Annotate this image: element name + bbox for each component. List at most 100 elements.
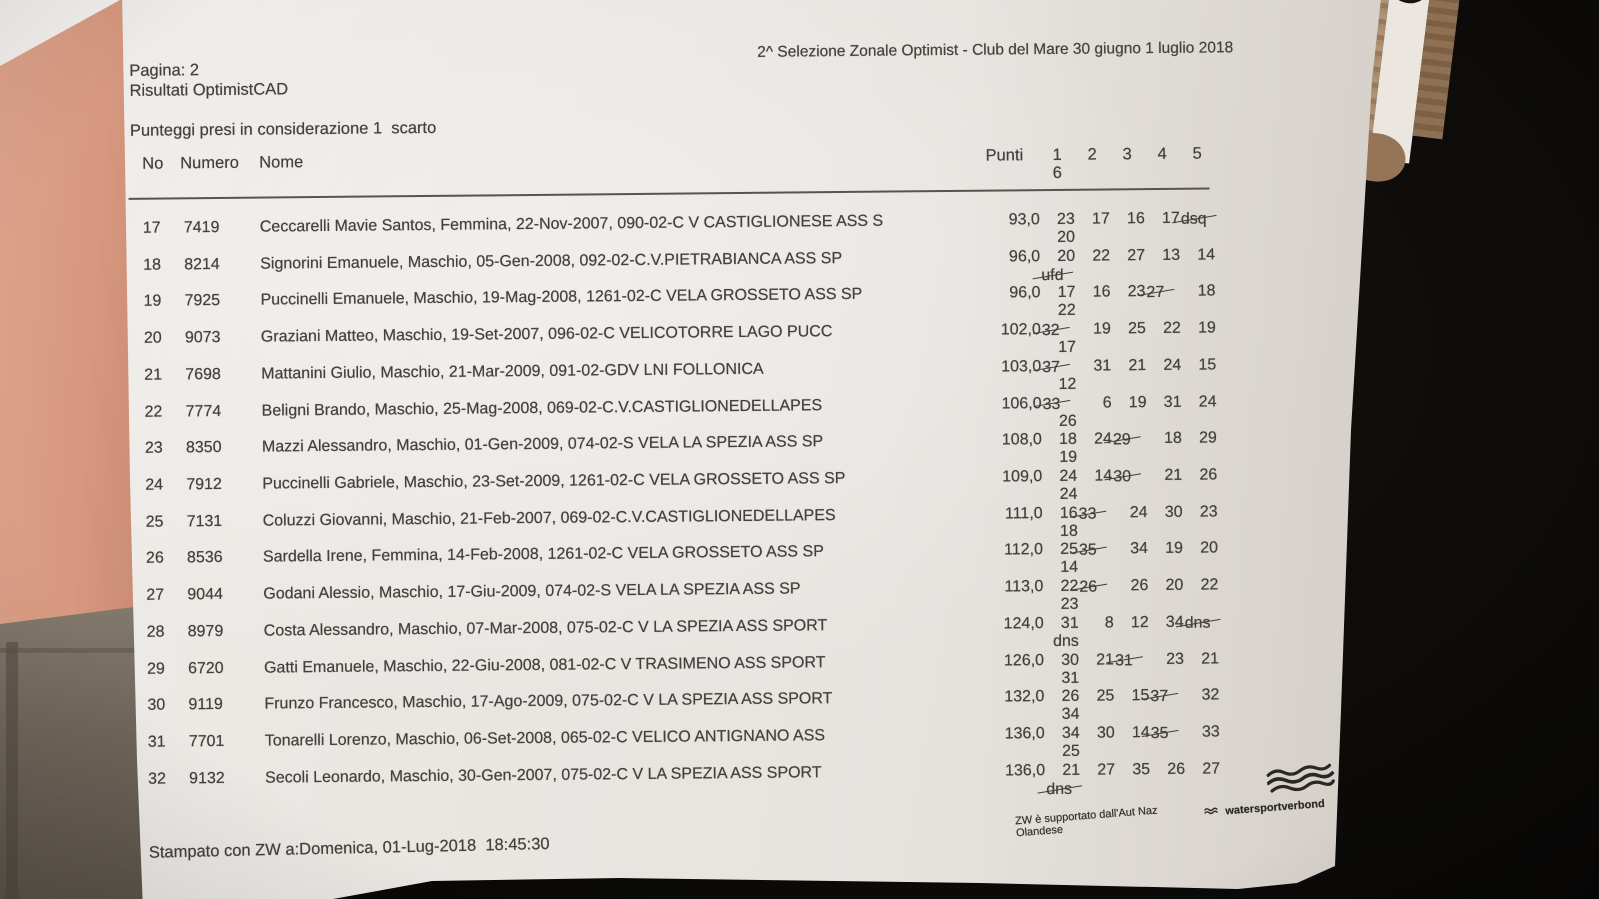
race-score: 21 — [1096, 651, 1115, 669]
race-score: 16 — [1059, 504, 1078, 522]
sail-number: 6720 — [187, 659, 224, 677]
row-number: 17 — [142, 219, 161, 237]
sailor-name: Sardella Irene, Femmina, 14-Feb-2008, 12… — [262, 543, 824, 567]
sailor-name: Mattanini Giulio, Maschio, 21-Mar-2009, … — [261, 360, 764, 383]
sailor-name: Costa Alessandro, Maschio, 07-Mar-2008, … — [263, 617, 828, 640]
row-number: 27 — [146, 586, 165, 604]
race-score: 18 — [1164, 430, 1182, 448]
col-header-no: No — [142, 154, 164, 173]
sailor-name: Secoli Leonardo, Maschio, 30-Gen-2007, 0… — [265, 764, 822, 787]
race-score: 35 — [1078, 542, 1097, 560]
row-number: 19 — [143, 292, 162, 311]
race-score: 12 — [1130, 613, 1149, 632]
race-score: 31 — [1163, 393, 1182, 411]
race-score: 6 — [1102, 394, 1112, 412]
race-6-score: 17 — [1058, 338, 1077, 357]
race-score: 21 — [1128, 356, 1147, 375]
col-header-race-5: 5 — [1192, 144, 1202, 163]
race-score: 35 — [1132, 760, 1151, 779]
race-6-score: 12 — [1058, 375, 1077, 393]
points-total: 106,0 — [1001, 394, 1042, 413]
race-score: dns — [1184, 614, 1211, 632]
race-score: 23 — [1199, 503, 1218, 521]
sail-number: 7925 — [184, 292, 221, 310]
col-header-race-3: 3 — [1122, 145, 1132, 164]
race-score: 8 — [1104, 614, 1114, 632]
race-score: 25 — [1060, 541, 1079, 559]
race-score: 20 — [1165, 576, 1184, 595]
waves-icon — [1265, 761, 1337, 804]
col-header-punti: Punti — [985, 146, 1024, 165]
col-header-numero: Numero — [180, 153, 239, 173]
race-score: 26 — [1199, 466, 1218, 484]
race-score: 22 — [1092, 247, 1111, 265]
points-total: 103,0 — [1001, 357, 1042, 376]
race-6-score: 25 — [1062, 742, 1080, 760]
row-number: 26 — [145, 550, 164, 568]
race-score: 33 — [1078, 505, 1097, 523]
race-score: 20 — [1200, 539, 1219, 558]
race-score: 13 — [1162, 246, 1181, 264]
sailor-name: Mazzi Alessandro, Maschio, 01-Gen-2009, … — [261, 433, 824, 456]
points-total: 136,0 — [1004, 761, 1046, 780]
race-score: 33 — [1042, 395, 1061, 413]
race-score: 15 — [1198, 356, 1217, 374]
race-score: 18 — [1059, 431, 1077, 449]
sailor-name: Godani Alessio, Maschio, 17-Giu-2009, 07… — [263, 580, 801, 603]
sail-number: 7912 — [186, 476, 222, 494]
points-total: 112,0 — [1004, 541, 1044, 559]
race-score: 35 — [1150, 724, 1169, 743]
race-score: 29 — [1112, 431, 1131, 449]
race-score: 16 — [1126, 210, 1145, 228]
page-number-label: Pagina: 2 — [129, 61, 200, 80]
race-score: 34 — [1061, 724, 1080, 743]
footer-support: ZW è supportato dall'Aut Naz Olandese wa… — [1015, 792, 1326, 839]
sail-number: 9132 — [189, 769, 225, 788]
race-6-score: dns — [1046, 780, 1073, 798]
points-total: 96,0 — [1008, 247, 1041, 266]
row-number: 30 — [147, 696, 166, 715]
wall-edge-line — [0, 648, 150, 653]
race-score: 26 — [1130, 577, 1149, 595]
race-score: 37 — [1150, 688, 1169, 706]
points-total: 111,0 — [1004, 504, 1043, 523]
race-score: 24 — [1163, 356, 1182, 374]
race-score: 32 — [1201, 686, 1220, 704]
race-score: 29 — [1199, 429, 1217, 447]
race-score: 27 — [1146, 284, 1165, 302]
race-score: 26 — [1167, 760, 1186, 778]
sail-number: 8214 — [184, 255, 220, 274]
race-6-score: ufd — [1041, 266, 1064, 284]
sail-number: 8536 — [186, 549, 223, 567]
sail-number: 8350 — [185, 439, 222, 457]
race-score: 14 — [1131, 724, 1150, 742]
race-6-score: 14 — [1060, 559, 1079, 577]
wave-icon — [1204, 806, 1220, 819]
race-score: 15 — [1131, 687, 1150, 705]
race-score: 27 — [1127, 246, 1146, 264]
race-6-score: 26 — [1058, 412, 1077, 430]
report-title: Risultati OptimistCAD — [129, 80, 289, 100]
points-total: 108,0 — [1001, 431, 1042, 449]
row-number: 23 — [144, 439, 163, 458]
race-score: 21 — [1164, 466, 1183, 484]
sail-number: 7419 — [183, 218, 220, 237]
race-score: 34 — [1165, 613, 1184, 631]
support-note: ZW è supportato dall'Aut Naz Olandese — [1014, 804, 1158, 840]
race-score: 32 — [1041, 322, 1060, 340]
printed-with-note: Stampato con ZW a:Domenica, 01-Lug-2018 … — [148, 834, 550, 862]
race-score: 19 — [1197, 319, 1216, 337]
row-number: 28 — [146, 623, 165, 641]
race-score: 33 — [1201, 723, 1220, 741]
race-score: 18 — [1197, 282, 1216, 301]
race-score: 31 — [1060, 614, 1079, 632]
col-header-race-1: 1 — [1052, 145, 1062, 164]
row-number: 20 — [143, 329, 162, 347]
row-number: 31 — [147, 733, 166, 751]
race-6-score: 22 — [1057, 302, 1076, 320]
race-score: 34 — [1130, 540, 1149, 558]
col-header-race-4: 4 — [1157, 144, 1167, 163]
sail-number: 9073 — [184, 329, 221, 347]
sailor-name: Puccinelli Emanuele, Maschio, 19-Mag-200… — [260, 286, 863, 310]
